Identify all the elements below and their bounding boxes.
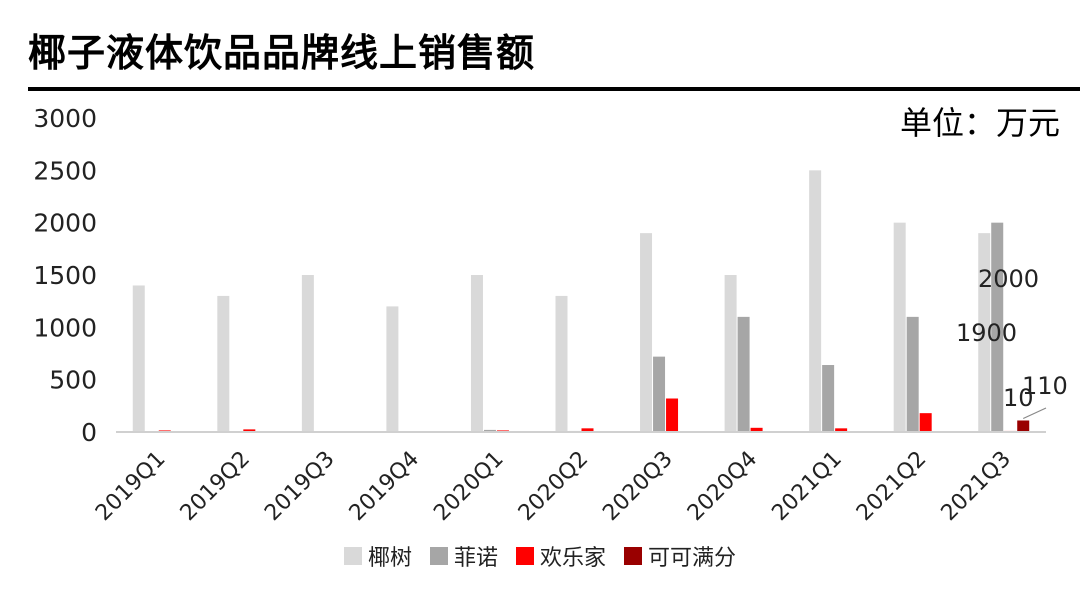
- data-label-可可满分: 110: [1022, 372, 1068, 400]
- bar-菲诺-2021Q2: [906, 316, 919, 432]
- x-tick-label: 2021Q2: [852, 447, 931, 526]
- bar-欢乐家-2019Q2: [243, 429, 256, 432]
- legend-swatch: [429, 547, 448, 565]
- bar-菲诺-2020Q4: [737, 316, 750, 432]
- data-label-椰树: 1900: [956, 319, 1017, 347]
- y-tick-label: 1500: [33, 261, 97, 290]
- bar-欢乐家-2021Q1: [835, 428, 848, 432]
- bar-椰树-2019Q3: [301, 275, 314, 432]
- bar-欢乐家-2020Q3: [666, 398, 679, 432]
- bar-椰树-2020Q3: [640, 233, 653, 432]
- x-tick-label: 2019Q2: [176, 447, 255, 526]
- x-tick-label: 2020Q4: [683, 447, 762, 526]
- bar-椰树-2019Q1: [132, 285, 145, 432]
- x-tick-label: 2020Q2: [514, 447, 593, 526]
- bar-菲诺-2021Q1: [822, 365, 835, 432]
- legend-swatch: [343, 547, 362, 565]
- legend-item-可可满分: 可可满分: [624, 540, 736, 572]
- bar-欢乐家-2020Q4: [750, 427, 763, 432]
- legend: 椰树 菲诺 欢乐家 可可满分: [0, 540, 1080, 572]
- bar-菲诺-2021Q3: [991, 222, 1004, 432]
- bar-菲诺-2020Q1: [483, 429, 496, 432]
- legend-label: 椰树: [367, 546, 412, 571]
- legend-item-椰树: 椰树: [343, 540, 412, 572]
- data-label-欢乐家: 10: [1003, 384, 1034, 412]
- x-tick-label: 2021Q3: [937, 447, 1016, 526]
- x-tick-label: 2021Q1: [767, 447, 846, 526]
- x-tick-label: 2019Q4: [345, 447, 424, 526]
- bar-椰树-2021Q2: [893, 222, 906, 432]
- unit-label: 单位：万元: [899, 104, 1060, 142]
- bar-椰树-2020Q1: [470, 275, 483, 432]
- y-tick-label: 0: [81, 418, 97, 447]
- y-tick-label: 2500: [33, 156, 97, 185]
- legend-item-欢乐家: 欢乐家: [516, 540, 606, 572]
- bar-椰树-2019Q2: [217, 295, 230, 432]
- y-tick-label: 500: [49, 366, 97, 395]
- x-tick-label: 2020Q3: [598, 447, 677, 526]
- bar-椰树-2020Q2: [555, 295, 568, 432]
- legend-label: 菲诺: [453, 546, 498, 571]
- y-tick-label: 3000: [33, 104, 97, 133]
- bar-椰树-2021Q3: [978, 233, 991, 432]
- x-tick-label: 2020Q1: [429, 447, 508, 526]
- data-label-菲诺: 2000: [978, 265, 1039, 293]
- title-divider: [28, 87, 1080, 91]
- bar-菲诺-2020Q3: [653, 356, 666, 432]
- bar-椰树-2021Q1: [809, 170, 822, 433]
- y-tick-label: 1000: [33, 313, 97, 342]
- bar-椰树-2020Q4: [724, 275, 737, 432]
- legend-label: 欢乐家: [540, 546, 607, 571]
- legend-item-菲诺: 菲诺: [429, 540, 498, 572]
- y-tick-label: 2000: [33, 209, 97, 238]
- bar-椰树-2019Q4: [386, 306, 399, 432]
- bar-可可满分-2021Q3: [1017, 420, 1030, 432]
- data-label-leader-line: [1022, 407, 1047, 420]
- legend-swatch: [624, 547, 643, 565]
- x-tick-label: 2019Q3: [260, 447, 339, 526]
- legend-swatch: [516, 547, 534, 565]
- bar-欢乐家-2020Q2: [581, 428, 594, 432]
- bar-欢乐家-2021Q2: [919, 413, 932, 432]
- legend-label: 可可满分: [648, 546, 737, 571]
- chart-title: 椰子液体饮品品牌线上销售额: [28, 31, 536, 75]
- x-tick-label: 2019Q1: [91, 447, 170, 526]
